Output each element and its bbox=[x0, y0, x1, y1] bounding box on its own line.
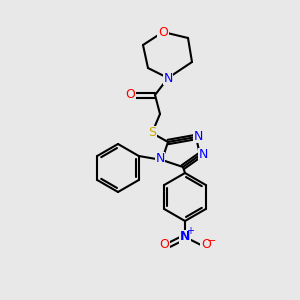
Text: N: N bbox=[180, 230, 190, 244]
Text: O: O bbox=[201, 238, 211, 251]
Text: S: S bbox=[148, 127, 156, 140]
Text: N: N bbox=[198, 148, 208, 161]
Text: −: − bbox=[207, 236, 217, 246]
Text: N: N bbox=[193, 130, 203, 142]
Text: N: N bbox=[155, 152, 165, 166]
Text: O: O bbox=[158, 26, 168, 38]
Text: +: + bbox=[186, 226, 194, 236]
Text: O: O bbox=[159, 238, 169, 251]
Text: N: N bbox=[163, 71, 173, 85]
Text: O: O bbox=[125, 88, 135, 101]
